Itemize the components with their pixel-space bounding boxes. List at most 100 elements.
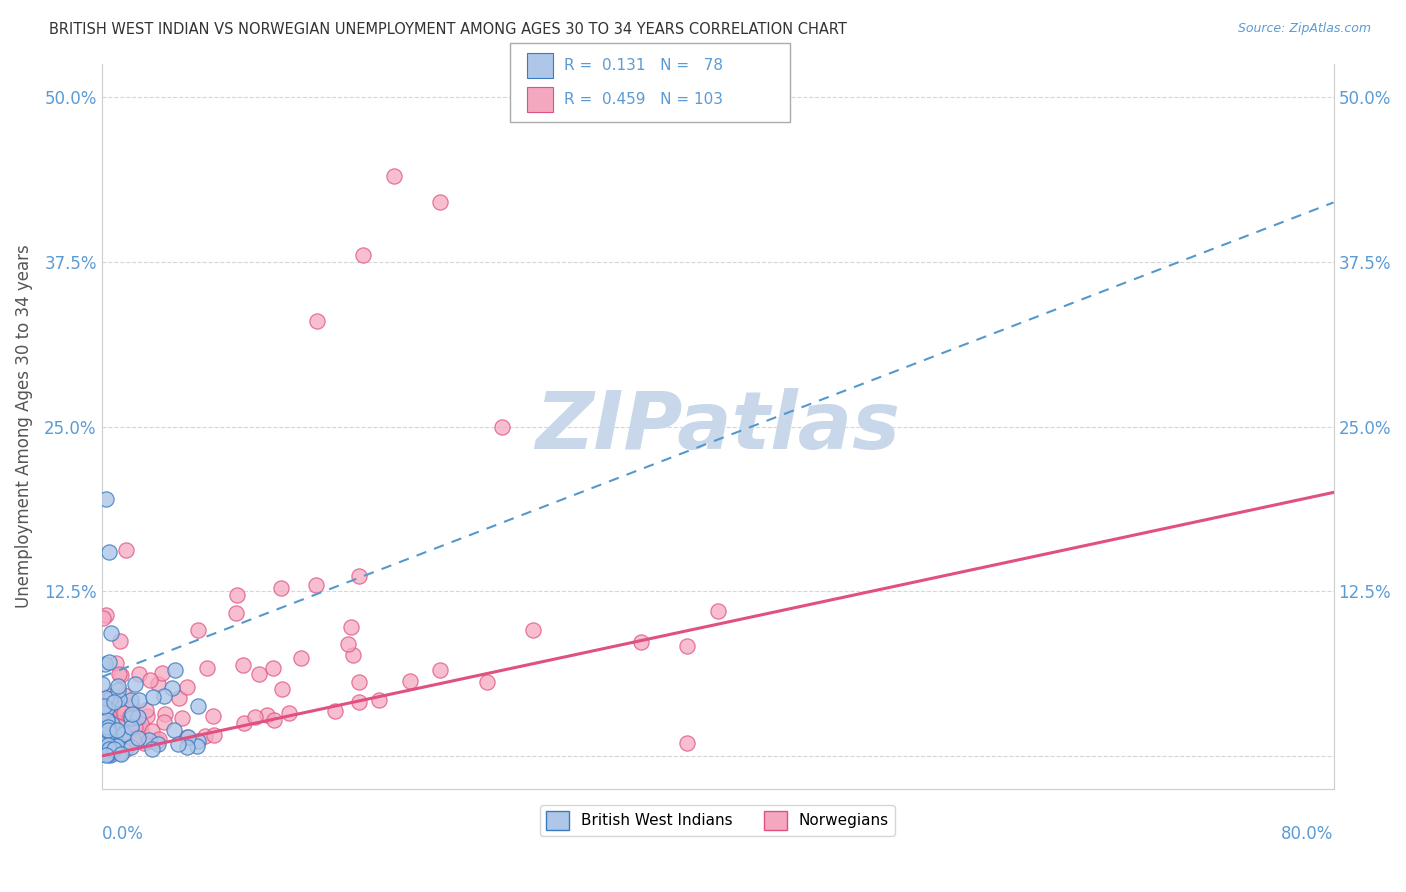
Point: [97, 747, 120, 762]
Point: [141, 742, 163, 756]
Point: [107, 734, 129, 748]
Point: [96, 713, 118, 727]
Point: [96, 747, 118, 762]
Point: [398, 673, 420, 688]
Point: [100, 743, 122, 757]
Point: [117, 739, 139, 754]
Point: [347, 675, 370, 690]
Point: [97, 720, 120, 734]
Point: [94, 713, 117, 727]
Point: [150, 666, 173, 681]
Point: [96, 723, 118, 737]
Point: [337, 637, 360, 651]
Text: Source: ZipAtlas.com: Source: ZipAtlas.com: [1237, 22, 1371, 36]
Point: [630, 635, 652, 649]
Point: [108, 667, 131, 681]
Point: [100, 747, 122, 761]
Point: [127, 710, 149, 724]
Point: [98, 744, 121, 758]
Point: [101, 708, 124, 723]
Point: [491, 419, 513, 434]
Point: [105, 723, 128, 738]
Point: [290, 650, 312, 665]
Point: [124, 677, 146, 691]
Legend: British West Indians, Norwegians: British West Indians, Norwegians: [540, 805, 896, 836]
Point: [93, 698, 115, 713]
Point: [429, 195, 451, 210]
Point: [107, 692, 129, 706]
Point: [162, 681, 184, 695]
Point: [121, 706, 143, 721]
Point: [120, 693, 142, 707]
Text: R =  0.131   N =   78: R = 0.131 N = 78: [564, 58, 723, 72]
Point: [104, 742, 127, 756]
Point: [139, 734, 162, 748]
Point: [104, 723, 127, 738]
Point: [141, 723, 163, 738]
Point: [187, 698, 209, 713]
Point: [120, 698, 142, 713]
Point: [262, 661, 284, 675]
Point: [153, 689, 176, 703]
Point: [429, 663, 451, 677]
Point: [278, 706, 301, 721]
Point: [98, 747, 121, 761]
Point: [249, 666, 271, 681]
Point: [105, 739, 128, 754]
Point: [94, 712, 117, 726]
Point: [187, 734, 209, 748]
Text: 0.0%: 0.0%: [101, 825, 143, 843]
Point: [522, 623, 544, 637]
Point: [96, 744, 118, 758]
Point: [245, 710, 267, 724]
Point: [96, 741, 118, 756]
Point: [256, 708, 278, 723]
Point: [107, 719, 129, 733]
Point: [107, 679, 129, 693]
Point: [120, 740, 142, 755]
Point: [115, 735, 138, 749]
Point: [104, 739, 127, 754]
Point: [148, 677, 170, 691]
Point: [124, 720, 146, 734]
Point: [93, 706, 115, 720]
Point: [146, 737, 169, 751]
Point: [110, 721, 132, 735]
Point: [128, 693, 150, 707]
Point: [103, 711, 125, 725]
Point: [340, 620, 363, 634]
Point: [93, 743, 115, 757]
Point: [114, 743, 136, 757]
Point: [96, 491, 118, 506]
Point: [94, 730, 117, 744]
Point: [93, 657, 115, 671]
Point: [98, 718, 121, 732]
Point: [108, 634, 131, 648]
Point: [187, 623, 209, 637]
Point: [104, 656, 127, 670]
Point: [186, 739, 208, 754]
Point: [91, 695, 114, 709]
Point: [129, 716, 152, 731]
Point: [153, 715, 176, 730]
Point: [91, 677, 114, 691]
Point: [110, 667, 132, 681]
Point: [103, 741, 125, 756]
Point: [93, 698, 115, 713]
Point: [139, 673, 162, 688]
Point: [110, 747, 132, 761]
Point: [97, 738, 120, 752]
Point: [112, 726, 135, 740]
Point: [128, 667, 150, 681]
Point: [98, 545, 121, 559]
Point: [98, 704, 121, 718]
Point: [342, 648, 364, 662]
Point: [98, 742, 121, 756]
Point: [94, 707, 117, 722]
Point: [118, 709, 141, 723]
Point: [132, 736, 155, 750]
Y-axis label: Unemployment Among Ages 30 to 34 years: Unemployment Among Ages 30 to 34 years: [15, 244, 32, 608]
Point: [101, 727, 124, 741]
Text: ZIPatlas: ZIPatlas: [536, 387, 900, 466]
Point: [101, 717, 124, 731]
